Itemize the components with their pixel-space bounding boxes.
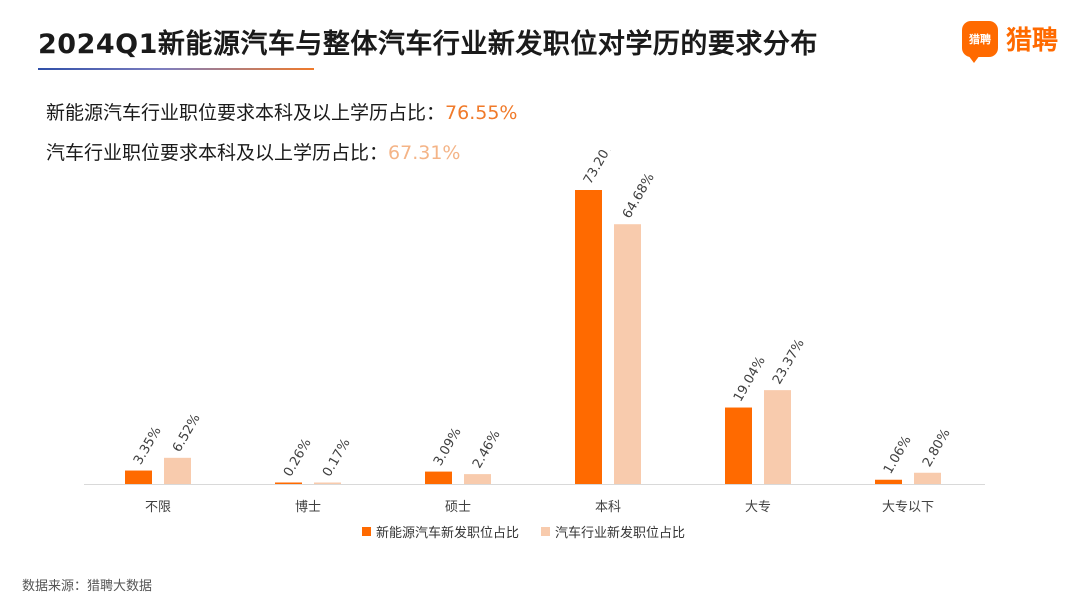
data-label: 2.80% xyxy=(920,426,954,469)
bar-auto xyxy=(614,224,641,484)
bar-nev xyxy=(725,407,752,484)
data-label: 23.37% xyxy=(770,337,808,387)
bar-nev xyxy=(125,470,152,484)
data-label: 0.17% xyxy=(320,436,354,479)
bar-nev xyxy=(875,479,902,484)
bar-nev xyxy=(425,471,452,484)
x-tick-label: 大专以下 xyxy=(882,500,934,515)
legend-label: 汽车行业新发职位占比 xyxy=(555,526,686,541)
legend-item-series1: 新能源汽车新发职位占比 xyxy=(362,522,519,541)
stat-label: 新能源汽车行业职位要求本科及以上学历占比： xyxy=(46,102,446,124)
bar-auto xyxy=(464,474,491,484)
data-label: 6.52% xyxy=(170,412,204,455)
legend-swatch xyxy=(541,527,551,536)
data-label: 3.09% xyxy=(431,425,465,468)
x-tick-label: 大专 xyxy=(745,500,771,515)
x-tick-label: 本科 xyxy=(595,500,621,515)
bar-nev xyxy=(275,482,302,484)
bar-auto xyxy=(764,390,791,484)
stat-value: 67.31% xyxy=(388,142,461,164)
legend-swatch xyxy=(362,527,371,536)
bar-auto xyxy=(914,472,941,484)
data-label: 64.68% xyxy=(620,171,658,221)
brand-logo: 猎聘 猎聘 xyxy=(961,20,1058,63)
legend-item-series2: 汽车行业新发职位占比 xyxy=(541,522,685,541)
x-tick-label: 博士 xyxy=(295,500,321,515)
bar-auto xyxy=(314,482,341,484)
data-label: 2.46% xyxy=(470,428,504,471)
bar-nev xyxy=(575,190,602,484)
legend-label: 新能源汽车新发职位占比 xyxy=(376,526,520,541)
brand-name: 猎聘 xyxy=(1005,26,1058,56)
education-bar-chart: 3.35% 6.52% 不限 0.26% 0.17% 博士 3.09% 2.46% 硕士 73.2… xyxy=(84,150,985,515)
liepin-logo-icon: 猎聘 xyxy=(961,20,998,63)
bar-auto xyxy=(164,457,191,484)
data-label: 1.06% xyxy=(881,433,915,476)
data-label: 19.04% xyxy=(731,354,769,404)
stat-auto-bachelor-plus: 汽车行业职位要求本科及以上学历占比：67.31% xyxy=(46,138,460,165)
data-label: 73.20% xyxy=(581,150,619,187)
stat-nev-bachelor-plus: 新能源汽车行业职位要求本科及以上学历占比：76.55% xyxy=(46,98,517,125)
data-label: 0.26% xyxy=(281,436,315,479)
chart-legend: 新能源汽车新发职位占比 汽车行业新发职位占比 xyxy=(362,522,707,541)
data-label: 3.35% xyxy=(131,424,165,467)
page-title: 2024Q1新能源汽车与整体汽车行业新发职位对学历的要求分布 xyxy=(38,29,818,60)
stat-value: 76.55% xyxy=(445,102,518,124)
x-tick-label: 硕士 xyxy=(445,500,471,515)
stat-label: 汽车行业职位要求本科及以上学历占比： xyxy=(46,142,389,164)
x-tick-label: 不限 xyxy=(145,500,171,515)
title-underline xyxy=(38,68,314,70)
data-source: 数据来源：猎聘大数据 xyxy=(22,579,153,594)
